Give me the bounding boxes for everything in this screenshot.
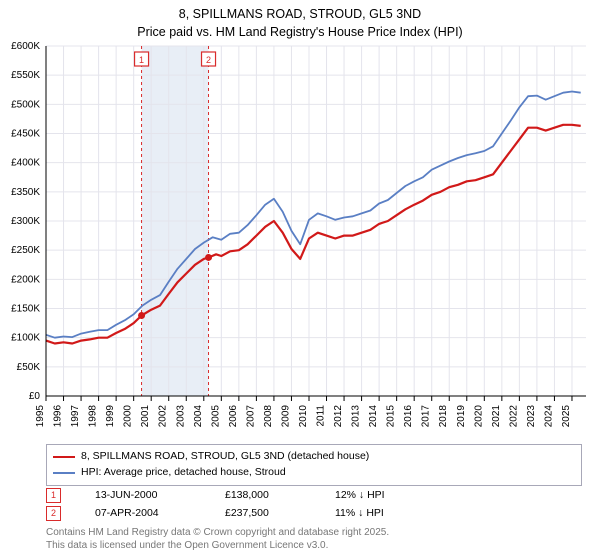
credit-text: Contains HM Land Registry data © Crown c… (46, 526, 389, 552)
chart-container: 8, SPILLMANS ROAD, STROUD, GL5 3ND Price… (0, 0, 600, 560)
svg-text:£250K: £250K (11, 245, 40, 256)
svg-text:1996: 1996 (53, 405, 64, 428)
sale-row: 1 13-JUN-2000 £138,000 12% ↓ HPI (46, 486, 385, 504)
sale-marker-icon: 1 (46, 488, 61, 503)
svg-text:£150K: £150K (11, 304, 40, 315)
svg-text:2024: 2024 (543, 405, 554, 428)
title-address: 8, SPILLMANS ROAD, STROUD, GL5 3ND (0, 6, 600, 24)
legend-swatch (53, 456, 75, 458)
svg-text:2020: 2020 (473, 405, 484, 428)
svg-text:£300K: £300K (11, 216, 40, 227)
svg-text:2009: 2009 (280, 405, 291, 428)
svg-text:2012: 2012 (333, 405, 344, 428)
sale-price: £138,000 (225, 489, 335, 501)
svg-text:1997: 1997 (70, 405, 81, 428)
svg-text:2010: 2010 (298, 405, 309, 428)
credit-line: Contains HM Land Registry data © Crown c… (46, 526, 389, 539)
svg-text:£400K: £400K (11, 158, 40, 169)
svg-text:2015: 2015 (386, 405, 397, 428)
legend-item-hpi: HPI: Average price, detached house, Stro… (53, 465, 575, 481)
sale-row: 2 07-APR-2004 £237,500 11% ↓ HPI (46, 504, 385, 522)
sale-price: £237,500 (225, 507, 335, 519)
svg-text:2014: 2014 (368, 405, 379, 428)
svg-text:£500K: £500K (11, 99, 40, 110)
sale-hpi-diff: 11% ↓ HPI (335, 507, 384, 519)
sale-hpi-diff: 12% ↓ HPI (335, 489, 385, 501)
chart-title: 8, SPILLMANS ROAD, STROUD, GL5 3ND Price… (0, 0, 600, 41)
svg-text:2022: 2022 (508, 405, 519, 428)
svg-text:2021: 2021 (491, 405, 502, 428)
sales-table: 1 13-JUN-2000 £138,000 12% ↓ HPI 2 07-AP… (46, 486, 385, 522)
legend-item-price-paid: 8, SPILLMANS ROAD, STROUD, GL5 3ND (deta… (53, 449, 575, 465)
svg-text:2001: 2001 (140, 405, 151, 428)
legend-swatch (53, 472, 75, 474)
svg-text:1: 1 (139, 55, 144, 65)
svg-text:2018: 2018 (438, 405, 449, 428)
svg-text:£200K: £200K (11, 274, 40, 285)
sale-marker-icon: 2 (46, 506, 61, 521)
svg-text:£450K: £450K (11, 129, 40, 140)
svg-text:£50K: £50K (17, 362, 41, 373)
svg-text:2002: 2002 (158, 405, 169, 428)
svg-text:1998: 1998 (88, 405, 99, 428)
svg-text:1995: 1995 (35, 405, 46, 428)
svg-text:2025: 2025 (561, 405, 572, 428)
svg-text:2008: 2008 (263, 405, 274, 428)
credit-line: This data is licensed under the Open Gov… (46, 539, 389, 552)
svg-text:2016: 2016 (403, 405, 414, 428)
sale-date: 13-JUN-2000 (95, 489, 225, 501)
svg-text:2003: 2003 (175, 405, 186, 428)
chart-plot: £0£50K£100K£150K£200K£250K£300K£350K£400… (46, 46, 586, 396)
svg-text:2004: 2004 (193, 405, 204, 428)
svg-text:£550K: £550K (11, 70, 40, 81)
svg-text:2007: 2007 (245, 405, 256, 428)
svg-text:£600K: £600K (11, 41, 40, 52)
svg-text:2013: 2013 (351, 405, 362, 428)
svg-text:2006: 2006 (228, 405, 239, 428)
svg-text:2005: 2005 (210, 405, 221, 428)
legend-label: 8, SPILLMANS ROAD, STROUD, GL5 3ND (deta… (81, 449, 369, 465)
legend: 8, SPILLMANS ROAD, STROUD, GL5 3ND (deta… (46, 444, 582, 486)
svg-text:1999: 1999 (105, 405, 116, 428)
sale-date: 07-APR-2004 (95, 507, 225, 519)
svg-text:£350K: £350K (11, 187, 40, 198)
svg-text:2017: 2017 (421, 405, 432, 428)
svg-text:2019: 2019 (456, 405, 467, 428)
svg-text:2000: 2000 (123, 405, 134, 428)
legend-label: HPI: Average price, detached house, Stro… (81, 465, 286, 481)
svg-text:£0: £0 (29, 391, 41, 402)
svg-text:£100K: £100K (11, 333, 40, 344)
svg-text:2011: 2011 (316, 405, 327, 427)
title-subtitle: Price paid vs. HM Land Registry's House … (0, 24, 600, 42)
svg-text:2: 2 (206, 55, 211, 65)
svg-text:2023: 2023 (526, 405, 537, 428)
